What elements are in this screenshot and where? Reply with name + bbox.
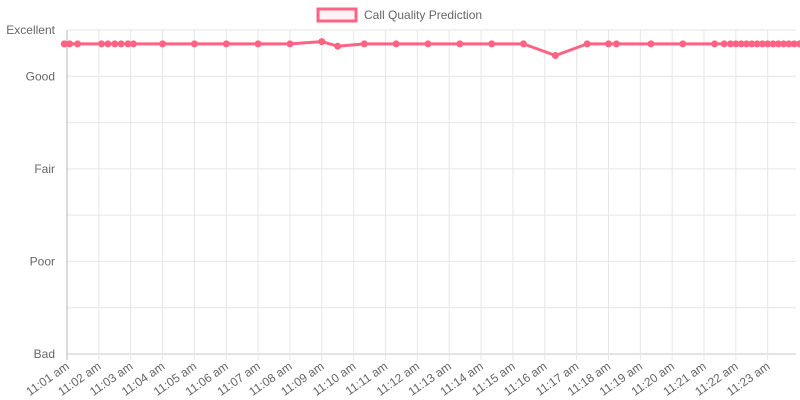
data-point[interactable] [551, 52, 559, 59]
data-point[interactable] [764, 40, 772, 48]
data-point[interactable] [732, 40, 740, 48]
data-point[interactable] [334, 42, 342, 50]
data-point[interactable] [74, 40, 82, 48]
data-point[interactable] [488, 40, 496, 48]
y-axis-tick-labels: Bad Poor Fair Good Excellent [6, 23, 55, 361]
data-point[interactable] [520, 40, 527, 48]
data-point[interactable] [647, 40, 655, 48]
data-point[interactable] [753, 40, 761, 48]
y-tick-label: Fair [34, 162, 55, 176]
data-point[interactable] [769, 40, 777, 48]
data-point[interactable] [392, 40, 400, 48]
data-point[interactable] [318, 38, 326, 46]
data-point[interactable] [785, 40, 793, 48]
data-point[interactable] [748, 40, 756, 48]
data-point[interactable] [124, 40, 132, 48]
data-point[interactable] [254, 40, 262, 48]
data-point[interactable] [780, 40, 788, 48]
data-point[interactable] [774, 40, 782, 48]
legend[interactable]: Call Quality Prediction [316, 7, 482, 23]
data-point[interactable] [117, 40, 125, 48]
data-point[interactable] [222, 40, 230, 48]
data-point[interactable] [360, 40, 368, 48]
y-gridlines [67, 29, 796, 355]
data-point[interactable] [711, 40, 719, 48]
data-point[interactable] [424, 40, 432, 48]
x-gridlines [66, 30, 769, 360]
data-point[interactable] [111, 40, 119, 48]
y-tick-label: Bad [34, 347, 55, 361]
y-tick-label: Good [26, 69, 55, 83]
data-point[interactable] [720, 40, 728, 48]
data-point[interactable] [456, 40, 464, 48]
data-point[interactable] [758, 40, 766, 48]
data-point[interactable] [129, 40, 137, 48]
data-point[interactable] [790, 40, 798, 48]
data-point[interactable] [286, 40, 294, 48]
data-point[interactable] [727, 40, 734, 48]
data-point[interactable] [98, 40, 105, 48]
data-point[interactable] [737, 40, 745, 48]
data-point[interactable] [60, 40, 68, 48]
y-tick-label: Excellent [6, 23, 55, 37]
data-point[interactable] [612, 40, 620, 48]
data-point[interactable] [796, 40, 800, 48]
y-tick-label: Poor [30, 254, 55, 268]
legend-swatch[interactable] [316, 7, 358, 23]
series-points [60, 38, 800, 59]
legend-label[interactable]: Call Quality Prediction [364, 8, 482, 22]
data-point[interactable] [583, 40, 591, 48]
data-point[interactable] [159, 40, 167, 48]
data-point[interactable] [605, 40, 612, 48]
data-point[interactable] [743, 40, 750, 48]
series-line-call-quality-prediction [64, 40, 800, 57]
data-point[interactable] [66, 40, 74, 48]
data-point[interactable] [190, 40, 198, 48]
data-point[interactable] [679, 40, 687, 48]
data-point[interactable] [104, 40, 112, 48]
